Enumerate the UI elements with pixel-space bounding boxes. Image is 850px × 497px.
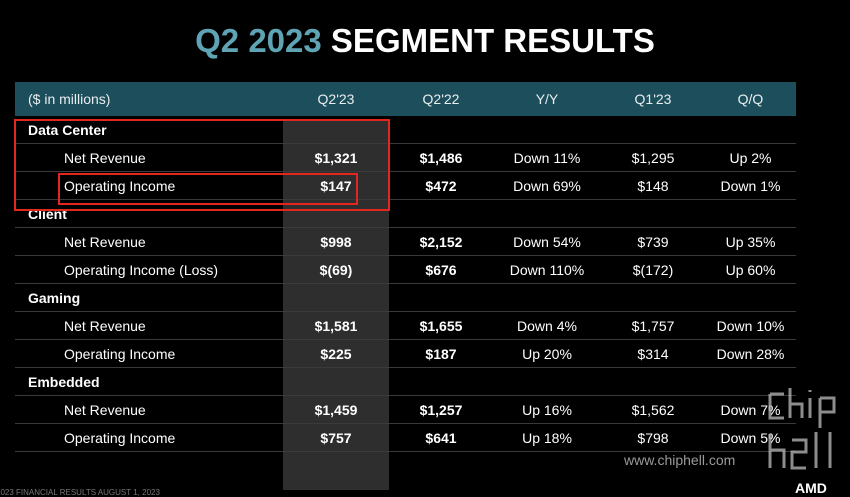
header-q123: Q1'23 [634, 91, 672, 107]
chiphell-logo-icon [768, 388, 836, 470]
cell-q222: $641 [425, 430, 457, 446]
row-label: Net Revenue [64, 318, 146, 334]
cell-q222: $1,655 [419, 318, 463, 334]
title-accent: Q2 2023 [195, 22, 322, 59]
row-label: Operating Income [64, 346, 176, 362]
header-qq: Q/Q [737, 91, 764, 107]
cell-q123: $798 [637, 430, 669, 446]
cell-q223: $998 [320, 234, 352, 250]
header-q223: Q2'23 [317, 91, 355, 107]
row-label: Net Revenue [64, 234, 146, 250]
table-row: Client [15, 200, 796, 228]
table-row: Net Revenue $1,321 $1,486 Down 11% $1,29… [15, 144, 796, 172]
table-row: Net Revenue $998 $2,152 Down 54% $739 Up… [15, 228, 796, 256]
cell-q222: $1,257 [419, 402, 463, 418]
cell-q123: $148 [637, 178, 669, 194]
header-q222: Q2'22 [422, 91, 460, 107]
table-row: Operating Income (Loss) $(69) $676 Down … [15, 256, 796, 284]
row-label: Operating Income (Loss) [64, 262, 219, 278]
cell-q222: $1,486 [419, 150, 463, 166]
header-yy: Y/Y [535, 91, 559, 107]
cell-qq: Up 35% [725, 234, 776, 250]
header-label: ($ in millions) [28, 91, 111, 107]
segment-label: Client [28, 206, 67, 222]
cell-q223: $1,321 [314, 150, 358, 166]
table-row: Operating Income $757 $641 Up 18% $798 D… [15, 424, 796, 452]
segment-label: Data Center [28, 122, 107, 138]
cell-yy: Up 18% [522, 430, 572, 446]
cell-q223: $1,581 [314, 318, 358, 334]
cell-q123: $(172) [632, 262, 674, 278]
row-label: Net Revenue [64, 402, 146, 418]
cell-q123: $739 [637, 234, 669, 250]
table-row: Embedded [15, 368, 796, 396]
footer-text: 2023 FINANCIAL RESULTS AUGUST 1, 2023 [0, 488, 160, 497]
page-title: Q2 2023 SEGMENT RESULTS [0, 22, 850, 60]
cell-yy: Down 11% [513, 150, 581, 166]
cell-qq: Up 2% [729, 150, 772, 166]
table-row: Net Revenue $1,581 $1,655 Down 4% $1,757… [15, 312, 796, 340]
cell-yy: Down 54% [513, 234, 581, 250]
cell-q223: $757 [320, 430, 352, 446]
cell-q123: $314 [637, 346, 669, 362]
cell-q222: $472 [425, 178, 457, 194]
highlight-column [283, 120, 389, 490]
table-row: Operating Income $147 $472 Down 69% $148… [15, 172, 796, 200]
cell-yy: Down 69% [513, 178, 581, 194]
cell-qq: Down 7% [720, 402, 781, 418]
title-rest: SEGMENT RESULTS [330, 22, 655, 59]
row-label: Operating Income [64, 178, 176, 194]
cell-q223: $225 [320, 346, 352, 362]
cell-q223: $1,459 [314, 402, 358, 418]
cell-yy: Up 20% [522, 346, 572, 362]
cell-qq: Down 10% [716, 318, 785, 334]
cell-q222: $676 [425, 262, 457, 278]
segment-label: Embedded [28, 374, 100, 390]
table-row: Gaming [15, 284, 796, 312]
cell-q223: $(69) [319, 262, 353, 278]
segment-label: Gaming [28, 290, 81, 306]
cell-qq: Down 1% [720, 178, 781, 194]
row-label: Net Revenue [64, 150, 146, 166]
table-row: Data Center [15, 116, 796, 144]
watermark-text: www.chiphell.com [624, 452, 736, 468]
cell-qq: Down 5% [720, 430, 781, 446]
cell-q123: $1,757 [631, 318, 675, 334]
amd-logo: AMD [795, 480, 827, 496]
cell-qq: Up 60% [725, 262, 776, 278]
table-row: Net Revenue $1,459 $1,257 Up 16% $1,562 … [15, 396, 796, 424]
cell-q222: $187 [425, 346, 457, 362]
row-label: Operating Income [64, 430, 176, 446]
cell-q222: $2,152 [419, 234, 463, 250]
cell-yy: Down 4% [517, 318, 577, 334]
cell-yy: Up 16% [522, 402, 572, 418]
cell-q123: $1,562 [631, 402, 675, 418]
table-row: Operating Income $225 $187 Up 20% $314 D… [15, 340, 796, 368]
cell-yy: Down 110% [509, 262, 585, 278]
table-header: ($ in millions) Q2'23 Q2'22 Y/Y Q1'23 Q/… [15, 82, 796, 116]
cell-qq: Down 28% [716, 346, 785, 362]
segment-results-table: ($ in millions) Q2'23 Q2'22 Y/Y Q1'23 Q/… [15, 82, 796, 490]
cell-q123: $1,295 [631, 150, 675, 166]
cell-q223: $147 [320, 178, 352, 194]
